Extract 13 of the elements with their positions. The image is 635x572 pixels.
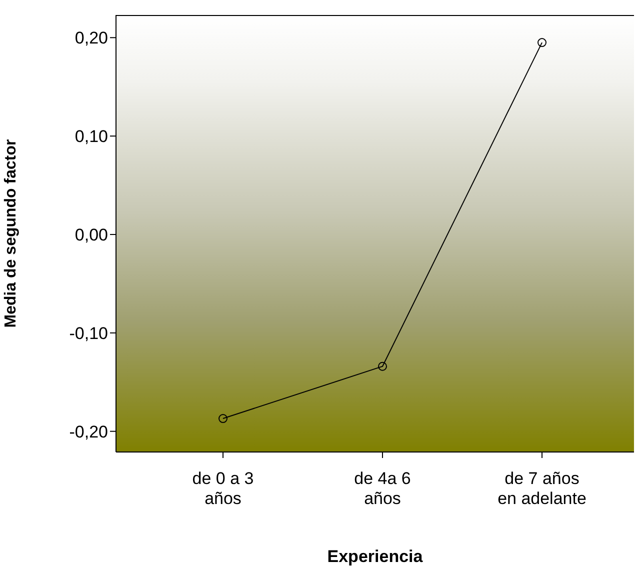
x-axis-title: Experiencia — [327, 547, 424, 566]
y-tick-label: -0,20 — [69, 422, 108, 442]
point — [538, 38, 546, 48]
x-tick-label: de 7 años en adelante — [498, 469, 586, 508]
y-axis-title: Media de segundo factor — [2, 139, 20, 328]
point — [218, 414, 228, 424]
y-tick-label: 0,10 — [74, 127, 108, 146]
x-tick-label: de 4a 6 años — [354, 469, 411, 508]
y-tick-label: 0,20 — [74, 28, 108, 48]
x-tick-label: de 0 a 3 años — [192, 469, 254, 508]
y-tick-label: -0,10 — [69, 324, 108, 343]
y-tick-label: 0,00 — [74, 226, 108, 245]
point — [378, 362, 387, 371]
